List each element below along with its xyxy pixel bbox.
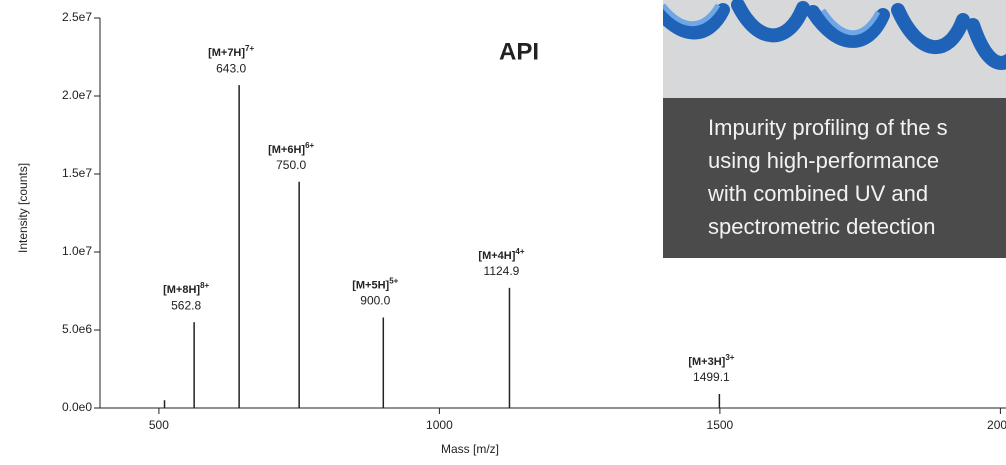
- peak-ion-label: [M+7H]7+: [208, 44, 254, 59]
- peak-mass-label: 562.8: [171, 298, 201, 312]
- y-tick-label: 1.0e7: [62, 244, 92, 258]
- charge: 3+: [725, 353, 734, 362]
- peak-ion-label: [M+3H]3+: [688, 353, 734, 368]
- promo-panel: Impurity profiling of the s using high-p…: [663, 0, 1006, 258]
- peak-mass-label: 643.0: [216, 61, 246, 75]
- y-tick-label: 1.5e7: [62, 166, 92, 180]
- panel-text: Impurity profiling of the s: [708, 115, 948, 140]
- peak-ion-label: [M+8H]8+: [163, 281, 209, 296]
- peak-mass-label: 750.0: [276, 158, 306, 172]
- ion: [M+8H]: [163, 284, 200, 296]
- charge: 6+: [305, 141, 314, 150]
- charge: 5+: [389, 277, 398, 286]
- chart-title: API: [499, 38, 539, 65]
- peak-ion-label: [M+4H]4+: [478, 247, 524, 262]
- peak-mass-label: 1499.1: [693, 370, 730, 384]
- y-tick-label: 0.0e0: [62, 400, 92, 414]
- ion: [M+4H]: [478, 250, 515, 262]
- x-tick-label: 2000: [987, 418, 1006, 432]
- charge: 8+: [200, 281, 209, 290]
- y-tick-label: 5.0e6: [62, 322, 92, 336]
- y-tick-label: 2.5e7: [62, 10, 92, 24]
- panel-text: using high-performance: [708, 148, 940, 173]
- x-axis-label: Mass [m/z]: [441, 442, 499, 456]
- peak-mass-label: 1124.9: [484, 264, 520, 278]
- x-tick-label: 1500: [707, 418, 734, 432]
- peak-ion-label: [M+6H]6+: [268, 141, 314, 156]
- y-tick-label: 2.0e7: [62, 88, 92, 102]
- x-tick-label: 1000: [426, 418, 453, 432]
- ion: [M+3H]: [688, 356, 725, 368]
- x-tick-label: 500: [149, 418, 169, 432]
- panel-text: spectrometric detection: [708, 214, 936, 239]
- panel-text: with combined UV and: [708, 181, 929, 206]
- charge: 7+: [245, 44, 254, 53]
- peak-mass-label: 900.0: [360, 294, 390, 308]
- ion: [M+7H]: [208, 47, 245, 59]
- charge: 4+: [515, 247, 524, 256]
- helix-image: [663, 0, 1006, 98]
- y-axis-label: Intensity [counts]: [16, 163, 30, 253]
- ion: [M+6H]: [268, 144, 305, 156]
- ion: [M+5H]: [352, 279, 389, 291]
- peak-ion-label: [M+5H]5+: [352, 277, 398, 292]
